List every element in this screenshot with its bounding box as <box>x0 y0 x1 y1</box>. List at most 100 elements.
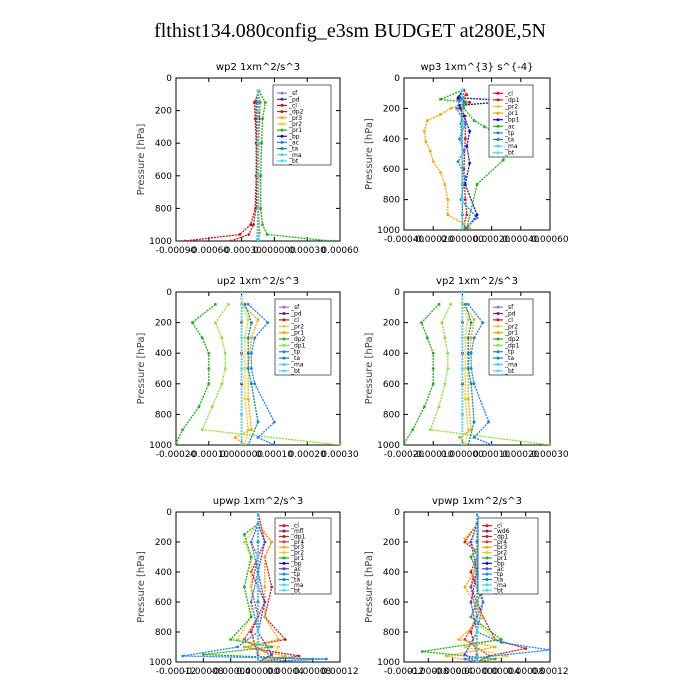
series-line <box>241 303 249 445</box>
y-tick-label: 0 <box>166 288 172 298</box>
legend-label: _pr3 <box>288 115 302 122</box>
y-tick-label: 0 <box>394 288 400 298</box>
data-point <box>256 207 260 210</box>
legend-label: _pr1 <box>504 110 518 117</box>
data-point <box>207 351 211 355</box>
data-point <box>240 292 243 294</box>
data-point <box>229 239 233 241</box>
data-point <box>443 382 447 386</box>
data-point <box>263 585 267 589</box>
chart-panel-5: upwp 1xm^2/s^3 Pressure [hPa] 0 200 400 600 80… <box>136 496 359 677</box>
y-tick-label: 200 <box>155 107 172 117</box>
data-point <box>256 239 260 241</box>
data-point <box>249 223 253 227</box>
data-point <box>458 99 461 103</box>
series-line <box>247 303 276 445</box>
legend-marker <box>496 337 500 341</box>
data-point <box>449 302 453 306</box>
y-axis-label: Pressure [hPa] <box>136 124 147 196</box>
data-point <box>466 443 470 445</box>
x-tick-label: 0.000000 <box>253 246 296 256</box>
legend-label: _tp <box>290 571 300 578</box>
x-tick-label: -0.00020 <box>156 450 197 460</box>
data-point <box>472 435 476 439</box>
legend-marker <box>282 362 286 366</box>
data-point <box>461 122 464 125</box>
data-point <box>466 302 470 306</box>
data-point <box>461 367 464 370</box>
legend-marker <box>282 545 286 549</box>
legend-label: _cl <box>290 523 299 530</box>
x-tick-label: -0.00008 <box>408 667 449 677</box>
data-point <box>263 101 267 104</box>
legend-marker <box>496 124 500 128</box>
data-point <box>197 405 201 409</box>
legend-marker <box>280 159 284 163</box>
data-point <box>243 302 247 306</box>
legend-marker <box>485 540 489 544</box>
legend-marker <box>280 140 284 144</box>
series-group <box>420 512 550 662</box>
legend-marker <box>496 318 500 322</box>
legend-label: _pr4 <box>290 539 304 546</box>
legend-marker <box>485 583 489 587</box>
data-point <box>207 367 211 370</box>
legend-label: _pr2 <box>290 323 304 330</box>
data-point <box>263 615 267 619</box>
legend-marker <box>496 111 500 115</box>
data-point <box>548 443 550 445</box>
legend-label: _pd <box>290 311 302 318</box>
data-point <box>252 223 255 227</box>
data-point <box>240 443 243 445</box>
legend-label: _dp1 <box>504 97 520 104</box>
data-point <box>250 367 253 370</box>
legend-marker <box>280 116 284 120</box>
data-point <box>249 540 253 544</box>
data-point <box>420 650 424 653</box>
series-group <box>404 292 550 445</box>
legend-label: _dp1 <box>493 533 509 540</box>
data-point <box>250 382 253 386</box>
plot-frame <box>403 291 551 446</box>
data-point <box>259 207 263 210</box>
data-point <box>256 141 260 145</box>
legend-label: _ac <box>493 566 504 573</box>
data-point <box>229 638 233 641</box>
legend-label: _ta <box>290 577 300 584</box>
data-point <box>404 442 406 445</box>
data-point <box>283 654 287 658</box>
data-point <box>437 405 441 409</box>
x-tick-label: -0.00004 <box>432 667 473 677</box>
data-point <box>463 397 467 401</box>
legend-marker <box>496 331 500 335</box>
legend: _sf_pd_cl_pr2_pr1_dp2_dp1_tp_ta_ma_bt <box>274 298 332 376</box>
series-line <box>461 303 469 445</box>
data-point <box>469 555 473 559</box>
data-point <box>431 160 435 164</box>
data-point <box>223 367 227 370</box>
data-point <box>456 160 460 164</box>
y-tick-label: 800 <box>383 196 400 206</box>
legend-marker <box>485 556 489 560</box>
data-point <box>240 413 244 416</box>
data-point <box>249 585 253 589</box>
chart-panel-6: vpwp 1xm^2/s^3 Pressure [hPa] 0 200 400 600 80… <box>364 496 569 677</box>
y-axis-label: Pressure [hPa] <box>364 333 375 405</box>
data-point <box>472 336 476 340</box>
legend-marker <box>280 110 284 114</box>
data-point <box>210 405 214 409</box>
legend-label: _pr3 <box>493 544 507 551</box>
legend-label: _ta <box>504 137 514 144</box>
legend-marker <box>496 350 500 354</box>
data-point <box>472 318 476 321</box>
data-point <box>475 183 479 186</box>
legend-label: _wd6 <box>493 528 510 535</box>
data-point <box>253 336 257 340</box>
x-tick-label: 0.00010 <box>473 450 510 460</box>
data-point <box>431 367 435 370</box>
data-point <box>466 351 470 355</box>
legend-marker <box>496 312 500 316</box>
data-point <box>256 318 260 321</box>
data-point <box>469 351 473 355</box>
